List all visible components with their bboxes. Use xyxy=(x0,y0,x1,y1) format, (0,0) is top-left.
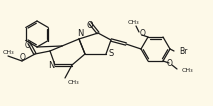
Text: O: O xyxy=(140,29,146,38)
Text: N: N xyxy=(77,29,83,38)
Text: O: O xyxy=(20,54,26,63)
Text: CH₃: CH₃ xyxy=(68,80,80,84)
Text: CH₃: CH₃ xyxy=(2,50,14,56)
Text: S: S xyxy=(108,49,114,57)
Text: O: O xyxy=(167,59,173,68)
Text: O: O xyxy=(25,42,31,50)
Text: CH₃: CH₃ xyxy=(127,20,139,24)
Text: N: N xyxy=(48,61,54,70)
Text: Br: Br xyxy=(179,47,187,56)
Text: CH₃: CH₃ xyxy=(182,68,194,73)
Text: O: O xyxy=(87,22,93,31)
